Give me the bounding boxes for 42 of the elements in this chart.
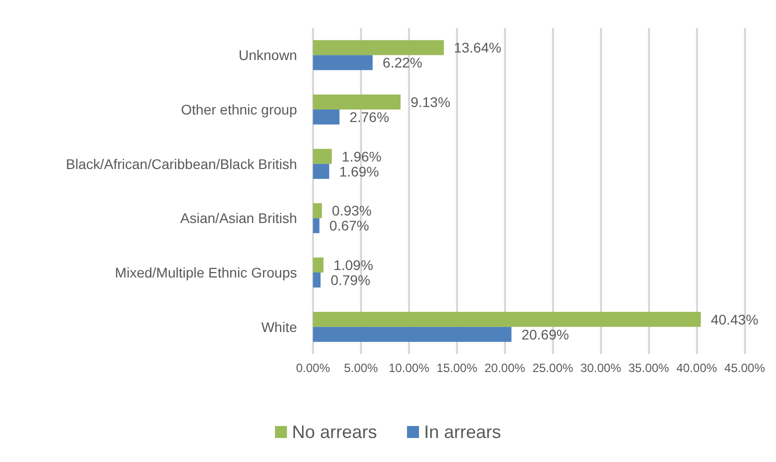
data-label: 9.13%: [410, 94, 450, 110]
bar: [313, 203, 322, 218]
x-tick-label: 45.00%: [724, 361, 766, 375]
y-tick-label: Mixed/Multiple Ethnic Groups: [114, 264, 297, 280]
bar: [313, 326, 512, 342]
data-label: 1.69%: [339, 163, 379, 180]
y-tick-label: Other ethnic group: [181, 102, 298, 118]
bar: [313, 55, 373, 70]
legend-label: No arrears: [292, 422, 378, 442]
data-label: 6.22%: [382, 54, 422, 71]
bar: [313, 312, 701, 327]
x-tick-label: 15.00%: [436, 361, 478, 375]
bar: [313, 40, 444, 56]
x-tick-label: 40.00%: [676, 361, 718, 375]
x-tick-label: 30.00%: [580, 361, 622, 375]
x-tick-label: 20.00%: [484, 361, 526, 375]
x-tick-label: 25.00%: [532, 361, 574, 375]
x-tick-label: 0.00%: [296, 361, 330, 375]
y-tick-label: Black/African/Caribbean/Black British: [66, 156, 297, 172]
data-label: 1.96%: [342, 148, 382, 164]
data-label: 20.69%: [521, 326, 569, 342]
y-tick-label: Unknown: [238, 47, 297, 64]
data-label: 0.93%: [332, 202, 372, 219]
bar: [313, 258, 324, 272]
data-label: 40.43%: [710, 311, 758, 328]
legend-label: In arrears: [424, 422, 502, 442]
bar: [313, 218, 320, 234]
data-label: 1.09%: [333, 257, 374, 273]
bar: [313, 94, 401, 110]
data-label: 2.76%: [349, 109, 390, 125]
data-label: 0.79%: [330, 272, 370, 288]
x-tick-label: 10.00%: [388, 361, 430, 375]
x-tick-label: 5.00%: [344, 361, 378, 375]
data-label: 13.64%: [454, 40, 502, 56]
bar: [313, 110, 340, 124]
data-label: 0.67%: [329, 218, 370, 234]
y-tick-label: Asian/Asian British: [180, 210, 297, 226]
y-tick-label: White: [261, 318, 298, 335]
bar: [313, 164, 330, 179]
bar: [313, 272, 321, 288]
bar: [313, 148, 332, 164]
x-tick-label: 35.00%: [628, 361, 670, 375]
